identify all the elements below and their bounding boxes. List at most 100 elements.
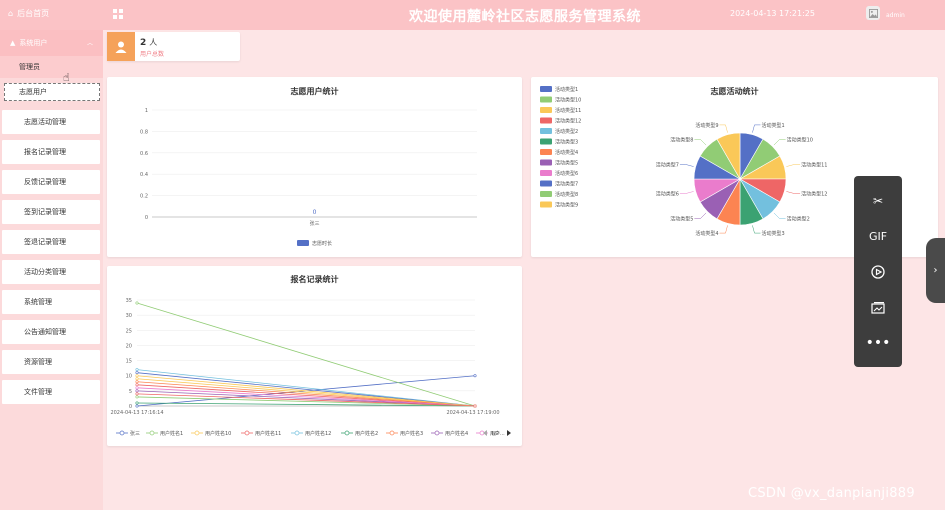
y-tick-label: 1	[145, 108, 148, 114]
legend-label: 用户姓名11	[255, 430, 281, 437]
sidebar-item[interactable]: 系统管理	[2, 290, 100, 314]
label-leader	[773, 212, 786, 219]
label-leader	[679, 164, 694, 167]
home-icon: ⌂	[8, 9, 14, 18]
sidebar-item[interactable]: 活动分类管理	[2, 260, 100, 284]
y-tick-label: 0.6	[140, 151, 148, 157]
scissors-icon[interactable]: ✂	[872, 194, 884, 208]
registration-chart-panel: 报名记录统计 0 5 10 15 20 25 30 35 2024-04-13 17:16:14…	[107, 266, 522, 446]
slice-label: 活动类型8	[670, 136, 693, 143]
user-icon: ▲	[10, 39, 16, 47]
x-tick-label: 2024-04-13 17:19:00	[446, 410, 499, 416]
data-point	[135, 383, 139, 387]
legend-label: 用户姓名12	[305, 430, 331, 437]
y-tick-label: 0.4	[140, 172, 148, 178]
x-tick-label: 2024-04-13 17:16:14	[110, 410, 163, 416]
stat-unit: 人	[149, 38, 158, 47]
slice-label: 活动类型2	[787, 216, 810, 223]
floating-toolbox: ✂ GIF •••	[854, 176, 902, 367]
top-bar: ⌂ 后台首页 欢迎使用麓岭社区志愿服务管理系统 2024-04-13 17:21…	[0, 0, 945, 30]
sidebar-item[interactable]: 资源管理	[2, 350, 100, 374]
username[interactable]: admin	[886, 12, 905, 19]
data-point	[135, 374, 139, 378]
more-icon[interactable]: •••	[865, 335, 891, 351]
y-tick-label: 0	[129, 404, 132, 410]
sidebar-item[interactable]: 反馈记录管理	[2, 170, 100, 194]
legend-label: 活动类型12	[555, 118, 581, 125]
sidebar-subitem-volunteer[interactable]: 志愿用户	[4, 83, 100, 101]
series-line	[136, 387, 476, 407]
data-point	[135, 404, 139, 408]
legend-label: 活动类型8	[555, 191, 578, 198]
slice-label: 活动类型12	[801, 190, 827, 197]
slice-label: 活动类型10	[787, 136, 813, 143]
series-line	[136, 381, 476, 407]
sidebar-item[interactable]: 公告通知管理	[2, 320, 100, 344]
series-line	[136, 369, 476, 407]
home-link[interactable]: ⌂ 后台首页	[8, 8, 49, 19]
sidebar-item[interactable]: 志愿活动管理	[2, 110, 100, 134]
expand-panel-chevron-icon[interactable]: ›	[926, 238, 945, 303]
avatar[interactable]	[866, 6, 880, 20]
label-leader	[786, 191, 801, 194]
legend-marker	[194, 430, 200, 436]
legend-label: 张三	[130, 430, 140, 437]
y-tick-label: 5	[129, 389, 132, 395]
sidebar-subitem-admin[interactable]: 管理员	[0, 56, 103, 78]
series-line	[136, 378, 476, 407]
label-leader	[773, 139, 786, 146]
legend-label: 活动类型1	[555, 86, 578, 93]
slice-label: 活动类型3	[761, 230, 784, 237]
chart-title: 志愿用户统计	[290, 87, 339, 96]
legend-swatch	[540, 96, 552, 103]
legend-marker	[149, 430, 155, 436]
sidebar-item[interactable]: 签退记录管理	[2, 230, 100, 254]
legend-marker	[294, 430, 300, 436]
image-icon	[868, 8, 878, 18]
legend-swatch	[297, 240, 309, 246]
legend-label: 活动类型6	[555, 170, 578, 177]
legend-next-page-icon	[507, 430, 511, 436]
menu-toggle-icon[interactable]	[113, 9, 123, 19]
legend-marker	[119, 430, 125, 436]
slice-label: 活动类型1	[761, 122, 784, 129]
legend-label: 用户...	[490, 430, 505, 437]
legend-swatch	[540, 201, 552, 208]
hand-cursor-icon: ☝	[63, 71, 70, 84]
datetime: 2024-04-13 17:21:25	[730, 9, 815, 18]
sidebar-group-system-users[interactable]: ▲ 系统用户 ︿	[0, 30, 103, 56]
record-video-icon[interactable]	[854, 257, 902, 287]
label-leader	[752, 225, 761, 234]
legend-swatch	[540, 149, 552, 155]
pie-chart: 活动类型1活动类型10活动类型11活动类型12活动类型2活动类型3活动类型4活动…	[540, 86, 827, 237]
data-point	[135, 392, 139, 396]
label-leader	[679, 191, 694, 194]
label-leader	[786, 164, 801, 167]
series-line	[136, 384, 476, 407]
legend-swatch	[540, 170, 552, 176]
legend-swatch	[540, 159, 552, 166]
volunteer-user-chart-panel: 志愿用户统计 0 0.2 0.4 0.6 0.8 1 0 张三 志愿时长	[107, 77, 522, 257]
legend-swatch	[540, 117, 552, 124]
series-line	[136, 393, 476, 407]
screenshot-icon[interactable]	[854, 293, 902, 323]
slice-label: 活动类型11	[801, 162, 827, 169]
data-point	[135, 386, 139, 390]
sidebar-item[interactable]: 签到记录管理	[2, 200, 100, 224]
data-point	[135, 371, 139, 375]
gif-button[interactable]: GIF	[868, 229, 888, 243]
sidebar: ▲ 系统用户 ︿ 管理员 志愿用户 ☝ 志愿活动管理 报名记录管理 反馈记录管理…	[0, 30, 103, 510]
user-icon	[107, 32, 135, 61]
legend-swatch	[540, 138, 552, 145]
legend-label: 活动类型2	[555, 128, 578, 135]
sidebar-item[interactable]: 报名记录管理	[2, 140, 100, 164]
legend-prev-page-icon	[483, 430, 487, 436]
legend-label: 用户姓名2	[355, 430, 378, 437]
legend-label: 活动类型5	[555, 160, 578, 167]
slice-label: 活动类型4	[695, 230, 718, 237]
watermark: CSDN @vx_danpianji889	[748, 486, 915, 501]
sidebar-item[interactable]: 文件管理	[2, 380, 100, 404]
